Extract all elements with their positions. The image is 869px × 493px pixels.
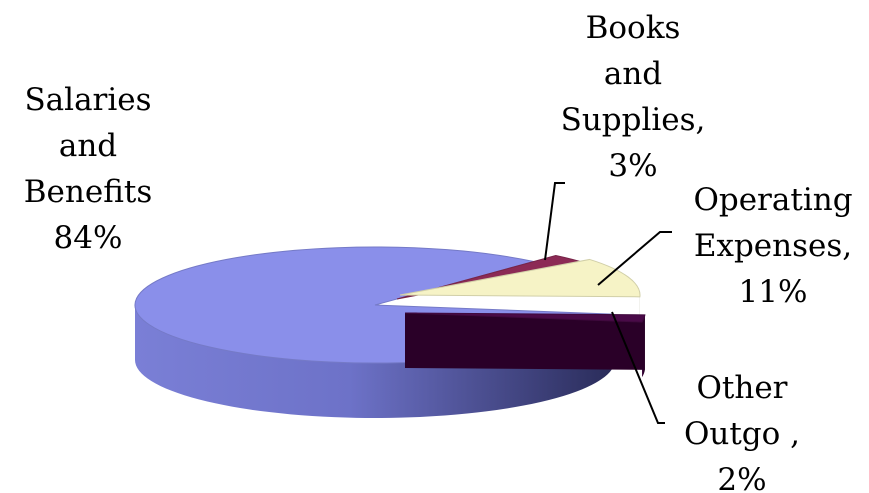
slices-layer [134,246,646,419]
pie-slice-top-other [404,312,646,323]
slice-label-line-salaries: Benefits [24,174,152,210]
labels-layer: Salaries and Benefits 84% Books and Supplies, 3… [24,10,853,493]
slice-label-line-books: and [604,56,662,92]
pie-slice-other [404,312,646,378]
pie-slice-top-operating [399,258,641,298]
slice-label-line-operating: 11% [739,274,808,310]
slice-label-line-salaries: 84% [54,220,123,256]
slice-label-line-operating: Expenses, [694,228,852,264]
slice-label-salaries: Salaries and Benefits 84% [24,82,152,256]
slice-label-line-books: 3% [608,148,657,184]
pie-slice-face-other [405,313,645,370]
leader-line-other [611,311,665,424]
slice-label-line-salaries: and [59,128,117,164]
slice-label-line-other: Other [696,370,787,406]
slice-label-line-salaries: Salaries [24,82,151,118]
slice-label-operating: Operating Expenses, 11% [693,182,852,310]
pie-slice-side-salaries [135,305,613,419]
slice-label-line-other: Outgo , [684,416,800,452]
slice-label-books: Books and Supplies, 3% [561,10,706,184]
leader-line-books [544,182,565,261]
slice-label-line-books: Books [586,10,681,46]
leader-line-operating [597,231,672,286]
slice-label-line-other: 2% [717,462,766,493]
slice-label-line-books: Supplies, [561,102,706,138]
slice-label-other: Other Outgo , 2% [684,370,800,493]
slice-label-line-operating: Operating [693,182,852,218]
